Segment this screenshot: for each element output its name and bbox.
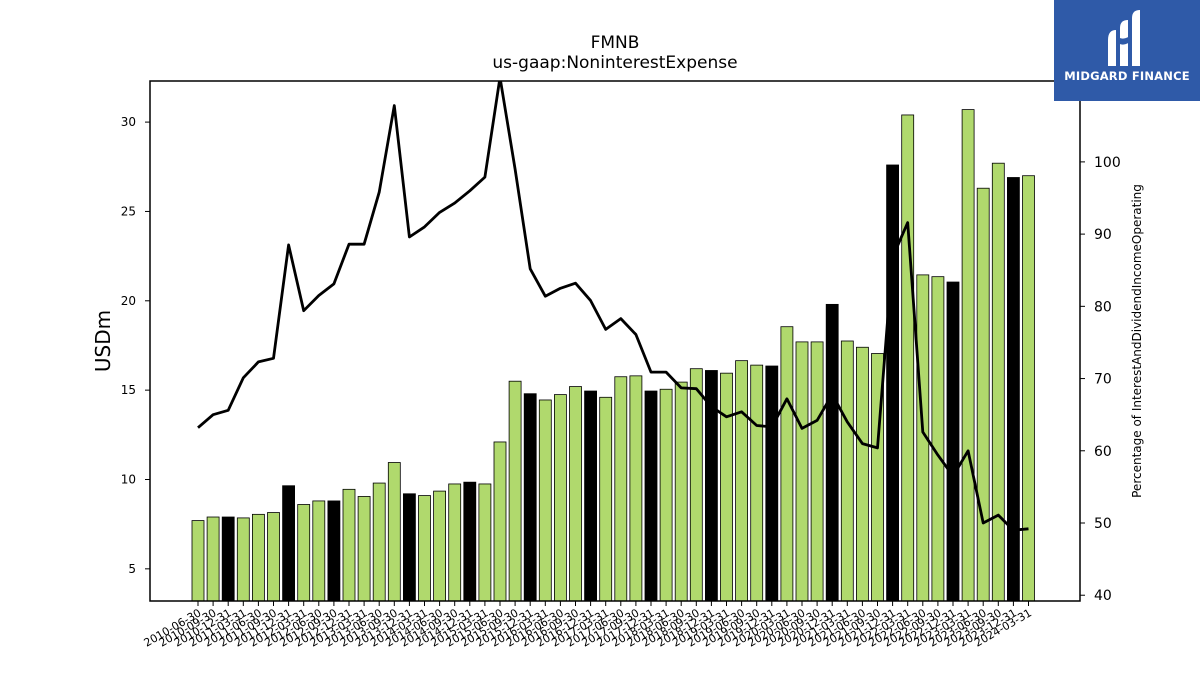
bar-2020-09-30: [810, 341, 824, 602]
y-axis-right-label: Percentage of InterestAndDividendIncomeO…: [1130, 184, 1144, 498]
midgard-logo-icon: [1108, 10, 1140, 66]
line-layer: [197, 81, 1029, 532]
y-tick-right-label: 80: [1094, 299, 1112, 315]
bar-2022-12-31: [946, 281, 960, 602]
plot-frame: [149, 80, 1081, 602]
y-tick-right-label: 60: [1094, 444, 1112, 460]
bar-2016-06-30: [554, 394, 567, 602]
bar-2019-06-30: [735, 360, 748, 602]
bar-2015-06-30: [493, 441, 507, 602]
midgard-finance-logo: MIDGARD FINANCE: [1054, 0, 1200, 101]
bar-2014-06-30: [433, 490, 447, 602]
bar-2010-09-30: [206, 516, 220, 602]
y-tick-left-label: 5: [128, 562, 136, 576]
y-tick-left-label: 15: [121, 383, 136, 397]
y-tick-right-label: 50: [1094, 516, 1112, 532]
bar-2013-09-30: [387, 462, 401, 602]
y-axis-right: 40 50 60 70 80 90 100: [1080, 155, 1121, 604]
y-tick-right-label: 100: [1094, 155, 1121, 171]
chart-subtitle: us-gaap:NoninterestExpense: [492, 53, 737, 73]
bar-2013-06-30: [372, 482, 386, 602]
bar-2019-12-31: [765, 365, 779, 602]
y-tick-right-label: 90: [1094, 227, 1112, 243]
y-tick-left-label: 30: [121, 115, 136, 129]
bar-2011-09-30: [267, 512, 280, 602]
y-axis-left: 5 10 15 20 25 30: [121, 115, 150, 576]
y-tick-left-label: 25: [121, 204, 136, 218]
y-axis-left-label: USDm: [91, 310, 115, 372]
bar-2023-03-31: [961, 109, 975, 602]
bar-2016-12-31: [584, 390, 597, 602]
bar-2012-03-31: [297, 504, 311, 602]
bar-2022-09-30: [931, 276, 945, 602]
y-tick-right-label: 70: [1094, 372, 1112, 388]
bar-2020-03-31: [780, 326, 794, 602]
bar-2019-09-30: [750, 364, 764, 602]
bar-2023-09-30: [991, 162, 1005, 602]
bar-2015-09-30: [508, 380, 522, 602]
bar-2011-03-31: [236, 517, 250, 602]
bar-2010-12-31: [221, 516, 235, 602]
bar-2016-03-31: [538, 399, 552, 602]
bar-2012-12-31: [342, 488, 356, 602]
bars-layer: [191, 109, 1035, 602]
bar-2012-09-30: [327, 500, 341, 602]
bar-2015-12-31: [523, 393, 537, 602]
bar-2021-12-31: [886, 164, 899, 602]
bar-2017-09-30: [629, 375, 643, 602]
bar-2017-03-31: [599, 396, 613, 602]
bar-2010-06-30: [191, 520, 205, 602]
bar-2013-03-31: [357, 496, 371, 602]
bar-2013-12-31: [402, 493, 416, 602]
bar-2012-06-30: [312, 500, 326, 602]
y-tick-right-label: 40: [1094, 588, 1112, 604]
logo-text: MIDGARD FINANCE: [1064, 69, 1190, 83]
bar-2018-03-31: [659, 388, 673, 602]
bar-2021-03-31: [840, 340, 854, 602]
bar-2011-06-30: [251, 513, 265, 602]
bar-2024-03-31: [1022, 175, 1035, 602]
y-tick-left-label: 20: [121, 294, 136, 308]
percentage-line: [197, 81, 1029, 532]
bar-2023-06-30: [976, 187, 990, 602]
bar-2020-12-31: [825, 303, 839, 602]
bar-2014-09-30: [448, 483, 462, 602]
bar-2014-12-31: [463, 481, 477, 602]
bar-2023-12-31: [1007, 177, 1020, 602]
bar-2015-03-31: [478, 483, 492, 602]
y-tick-left-label: 10: [121, 472, 136, 486]
bar-2021-06-30: [856, 346, 869, 602]
bar-2011-12-31: [282, 485, 296, 602]
x-axis: 2010-06-302010-09-302010-12-312011-03-31…: [142, 601, 1034, 650]
bar-2018-09-30: [689, 368, 703, 602]
chart-title: FMNB: [591, 33, 640, 53]
bar-2020-06-30: [795, 341, 809, 602]
bar-2018-06-30: [674, 381, 688, 602]
bar-2017-06-30: [614, 376, 628, 602]
bar-2022-03-31: [901, 114, 915, 602]
bar-2014-03-31: [418, 495, 431, 602]
bar-2016-09-30: [569, 386, 582, 602]
bar-2019-03-31: [720, 372, 733, 602]
bar-2017-12-31: [644, 390, 658, 602]
